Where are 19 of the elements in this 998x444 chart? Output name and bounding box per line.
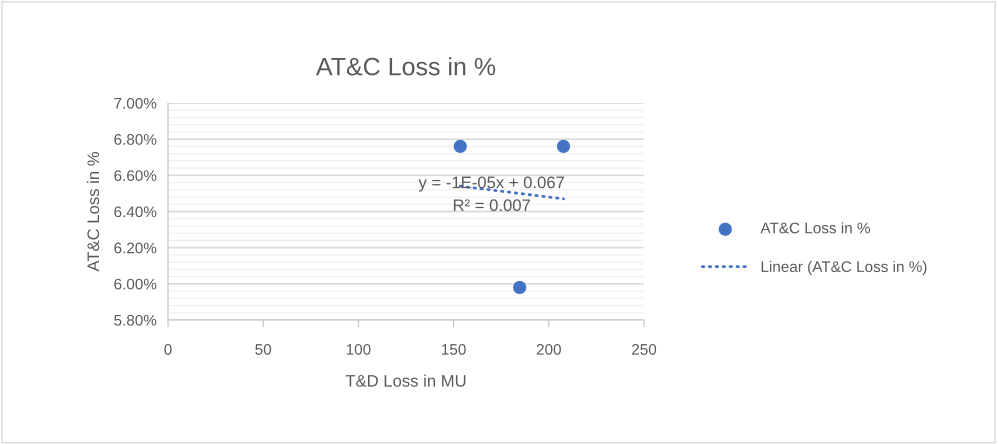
annotation: y = -1E-05x + 0.067 R² = 0.007 (418, 176, 564, 212)
x-tick-label: 250 (632, 344, 656, 355)
x-tick-label: 0 (164, 344, 172, 355)
y-tick-label: 6.80% (114, 134, 156, 145)
y-tick-label: 6.00% (114, 278, 156, 290)
legend-label: AT&C Loss in % (760, 222, 870, 234)
y-axis-title: AT&C Loss in % (86, 152, 100, 272)
x-tick-label: 200 (536, 344, 561, 355)
chart-title: AT&C Loss in % (316, 57, 496, 76)
y-tick-label: 6.60% (114, 170, 156, 182)
y-tick-label: 5.80% (114, 314, 156, 326)
y-tick-label: 6.20% (114, 242, 156, 254)
y-tick-label: 7.00% (114, 98, 156, 109)
x-tick-label: 100 (346, 344, 371, 355)
y-tick-label: 6.40% (114, 206, 156, 218)
legend-label: Linear (AT&C Loss in %) (762, 260, 926, 276)
x-tick-label: 50 (255, 344, 272, 355)
x-axis-title: T&D Loss in MU (346, 374, 466, 387)
x-tick-label: 150 (442, 344, 466, 355)
